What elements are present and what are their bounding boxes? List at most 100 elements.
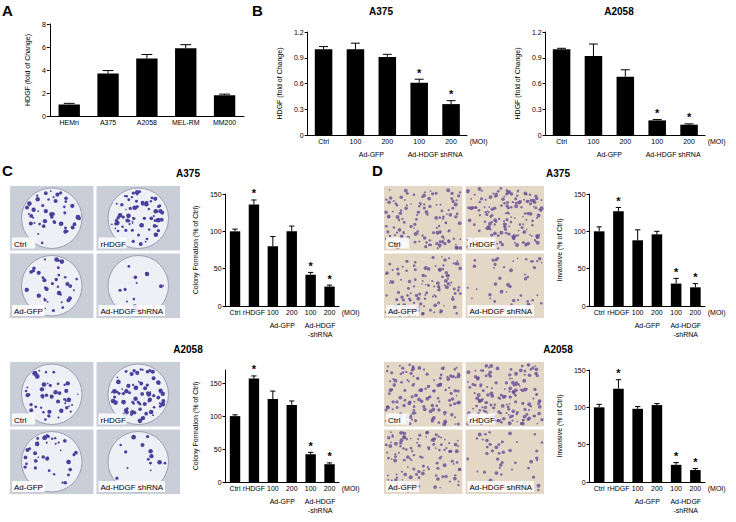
svg-text:*: * (252, 187, 257, 199)
svg-text:rHDGF: rHDGF (607, 485, 629, 492)
svg-text:0: 0 (218, 303, 222, 310)
svg-text:rHDGF: rHDGF (101, 416, 126, 425)
svg-text:100: 100 (632, 485, 644, 492)
svg-text:100: 100 (588, 138, 600, 145)
svg-text:*: * (252, 363, 257, 375)
svg-text:Invansive (% of Ctrl): Invansive (% of Ctrl) (556, 394, 564, 457)
svg-text:rHDGF: rHDGF (470, 240, 495, 249)
svg-text:Ad-GFP: Ad-GFP (388, 483, 417, 492)
svg-text:Ad-HDGF: Ad-HDGF (305, 498, 336, 505)
svg-text:Ad-HDGF shRNA: Ad-HDGF shRNA (101, 483, 164, 492)
svg-text:Ad-GFP: Ad-GFP (270, 322, 296, 329)
svg-text:100: 100 (670, 309, 682, 316)
svg-text:HEMn: HEMn (59, 119, 79, 126)
svg-text:Ctrl: Ctrl (14, 240, 27, 249)
svg-text:*: * (309, 260, 314, 272)
svg-text:Ctrl: Ctrl (388, 240, 401, 249)
svg-text:Ad-HDGF: Ad-HDGF (305, 322, 336, 329)
svg-text:100: 100 (651, 138, 663, 145)
svg-text:4: 4 (42, 67, 46, 74)
svg-text:Ad-HDGF shRNA: Ad-HDGF shRNA (470, 483, 533, 492)
svg-text:100: 100 (305, 309, 317, 316)
svg-text:0: 0 (218, 479, 222, 486)
svg-text:rHDGF: rHDGF (243, 485, 265, 492)
svg-text:(MOI): (MOI) (342, 309, 360, 317)
svg-text:0.9: 0.9 (294, 54, 304, 61)
svg-text:Ad-GFP: Ad-GFP (359, 151, 385, 158)
svg-text:Ad-HDGF: Ad-HDGF (670, 322, 701, 329)
svg-text:*: * (693, 456, 698, 468)
svg-text:-shRNA: -shRNA (308, 507, 333, 514)
svg-text:0: 0 (582, 479, 586, 486)
svg-text:200: 200 (324, 485, 336, 492)
svg-text:200: 200 (651, 485, 663, 492)
svg-text:Ctrl: Ctrl (594, 485, 605, 492)
svg-text:Invansive (% of Ctrl): Invansive (% of Ctrl) (556, 218, 564, 281)
svg-text:50: 50 (214, 446, 222, 453)
svg-text:0.6: 0.6 (294, 80, 304, 87)
svg-text:*: * (687, 111, 692, 123)
svg-text:*: * (309, 440, 314, 452)
svg-text:*: * (674, 450, 679, 462)
svg-text:0.6: 0.6 (532, 80, 542, 87)
svg-text:MEL-RM: MEL-RM (172, 119, 200, 126)
svg-text:200: 200 (619, 138, 631, 145)
svg-text:0: 0 (538, 132, 542, 139)
svg-text:Ad-HDGF shRNA: Ad-HDGF shRNA (408, 151, 463, 158)
svg-text:Ctrl: Ctrl (14, 416, 27, 425)
svg-text:100: 100 (350, 138, 362, 145)
svg-text:200: 200 (445, 138, 457, 145)
svg-text:Ad-GFP: Ad-GFP (635, 322, 661, 329)
svg-text:rHDGF: rHDGF (607, 309, 629, 316)
svg-text:*: * (655, 107, 660, 119)
svg-text:Ad-HDGF shRNA: Ad-HDGF shRNA (470, 307, 533, 316)
svg-text:A375: A375 (100, 119, 116, 126)
svg-text:Colony Formation (% of Ctrl): Colony Formation (% of Ctrl) (192, 206, 200, 295)
svg-text:100: 100 (267, 485, 279, 492)
svg-text:50: 50 (578, 441, 586, 448)
svg-text:0: 0 (42, 113, 46, 120)
svg-text:Ctrl: Ctrl (230, 485, 241, 492)
svg-text:100: 100 (267, 309, 279, 316)
svg-text:0.9: 0.9 (532, 54, 542, 61)
svg-text:-shRNA: -shRNA (674, 507, 699, 514)
svg-text:Ctrl: Ctrl (230, 309, 241, 316)
svg-text:50: 50 (214, 265, 222, 272)
svg-text:0: 0 (300, 132, 304, 139)
svg-text:Ctrl: Ctrl (556, 138, 567, 145)
svg-text:(MOI): (MOI) (708, 485, 726, 493)
svg-text:6: 6 (42, 44, 46, 51)
svg-text:200: 200 (381, 138, 393, 145)
svg-text:HDGF (fold of Change): HDGF (fold of Change) (276, 48, 284, 120)
svg-text:100: 100 (210, 413, 222, 420)
svg-text:(MOI): (MOI) (342, 485, 360, 493)
svg-text:*: * (616, 367, 621, 379)
svg-text:*: * (417, 67, 422, 79)
svg-text:Ad-GFP: Ad-GFP (635, 498, 661, 505)
svg-text:Ad-GFP: Ad-GFP (597, 151, 623, 158)
svg-text:100: 100 (305, 485, 317, 492)
svg-text:rHDGF: rHDGF (243, 309, 265, 316)
svg-text:150: 150 (574, 367, 586, 374)
svg-text:100: 100 (210, 228, 222, 235)
svg-text:-shRNA: -shRNA (674, 331, 699, 338)
svg-text:1.2: 1.2 (294, 29, 304, 36)
svg-text:150: 150 (574, 191, 586, 198)
svg-text:1.2: 1.2 (532, 29, 542, 36)
svg-text:200: 200 (683, 138, 695, 145)
svg-text:*: * (449, 88, 454, 100)
svg-text:HDGF (fold of Change): HDGF (fold of Change) (514, 48, 522, 120)
svg-text:Ad-HDGF: Ad-HDGF (670, 498, 701, 505)
svg-text:*: * (693, 271, 698, 283)
svg-text:rHDGF: rHDGF (470, 416, 495, 425)
svg-text:Ad-GFP: Ad-GFP (14, 307, 43, 316)
svg-text:100: 100 (670, 485, 682, 492)
svg-text:Ad-GFP: Ad-GFP (388, 307, 417, 316)
svg-text:*: * (616, 195, 621, 207)
svg-text:150: 150 (210, 191, 222, 198)
svg-text:(MOI): (MOI) (708, 309, 726, 317)
svg-text:(MOI): (MOI) (470, 138, 488, 146)
svg-text:-shRNA: -shRNA (308, 331, 333, 338)
svg-text:100: 100 (413, 138, 425, 145)
svg-text:Colony Formation (% of Ctrl): Colony Formation (% of Ctrl) (192, 382, 200, 471)
